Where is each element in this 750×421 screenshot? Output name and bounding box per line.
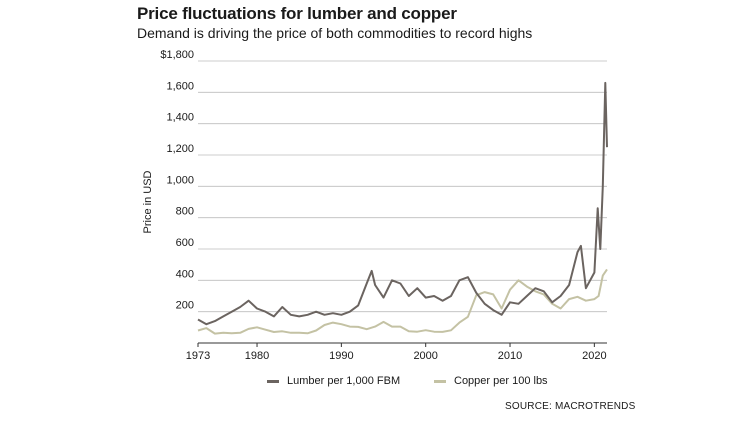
x-tick-label: 2010: [498, 350, 522, 362]
x-axis-ticks: 1973 1980 1990 2000 2010 2020: [186, 343, 607, 362]
y-axis-ticks: 200 400 600 800 1,000 1,200 1,400 1,600 $1,800: [160, 49, 194, 312]
x-tick-label: 1990: [329, 350, 353, 362]
chart-title: Price fluctuations for lumber and copper: [137, 4, 457, 23]
y-tick-label: 1,400: [166, 112, 194, 124]
y-tick-label: 800: [176, 206, 194, 218]
y-tick-label: 600: [176, 237, 194, 249]
legend-lumber: Lumber per 1,000 FBM: [267, 375, 400, 387]
y-tick-label: 400: [176, 268, 194, 280]
legend-copper: Copper per 100 lbs: [434, 375, 548, 387]
lumber-line: [197, 81, 608, 326]
x-tick-label: 1973: [186, 350, 210, 362]
gridlines: [198, 60, 607, 313]
x-tick-label: 2020: [582, 350, 606, 362]
legend-swatch-copper: [434, 379, 446, 383]
series-lines: [197, 81, 608, 335]
chart-subtitle: Demand is driving the price of both comm…: [137, 25, 533, 41]
x-tick-label: 1980: [245, 350, 269, 362]
x-tick-label: 2000: [413, 350, 437, 362]
copper-line: [197, 268, 608, 335]
y-tick-label: 200: [176, 300, 194, 312]
y-tick-label: 1,200: [166, 143, 194, 155]
y-axis-label: Price in USD: [142, 170, 154, 233]
legend-swatch-lumber: [267, 379, 279, 383]
y-tick-label: 1,600: [166, 80, 194, 92]
y-tick-label: $1,800: [160, 49, 194, 61]
source-note: SOURCE: MACROTRENDS: [505, 401, 636, 412]
legend-label-lumber: Lumber per 1,000 FBM: [287, 375, 401, 387]
legend-label-copper: Copper per 100 lbs: [454, 375, 548, 387]
y-tick-label: 1,000: [166, 174, 194, 186]
